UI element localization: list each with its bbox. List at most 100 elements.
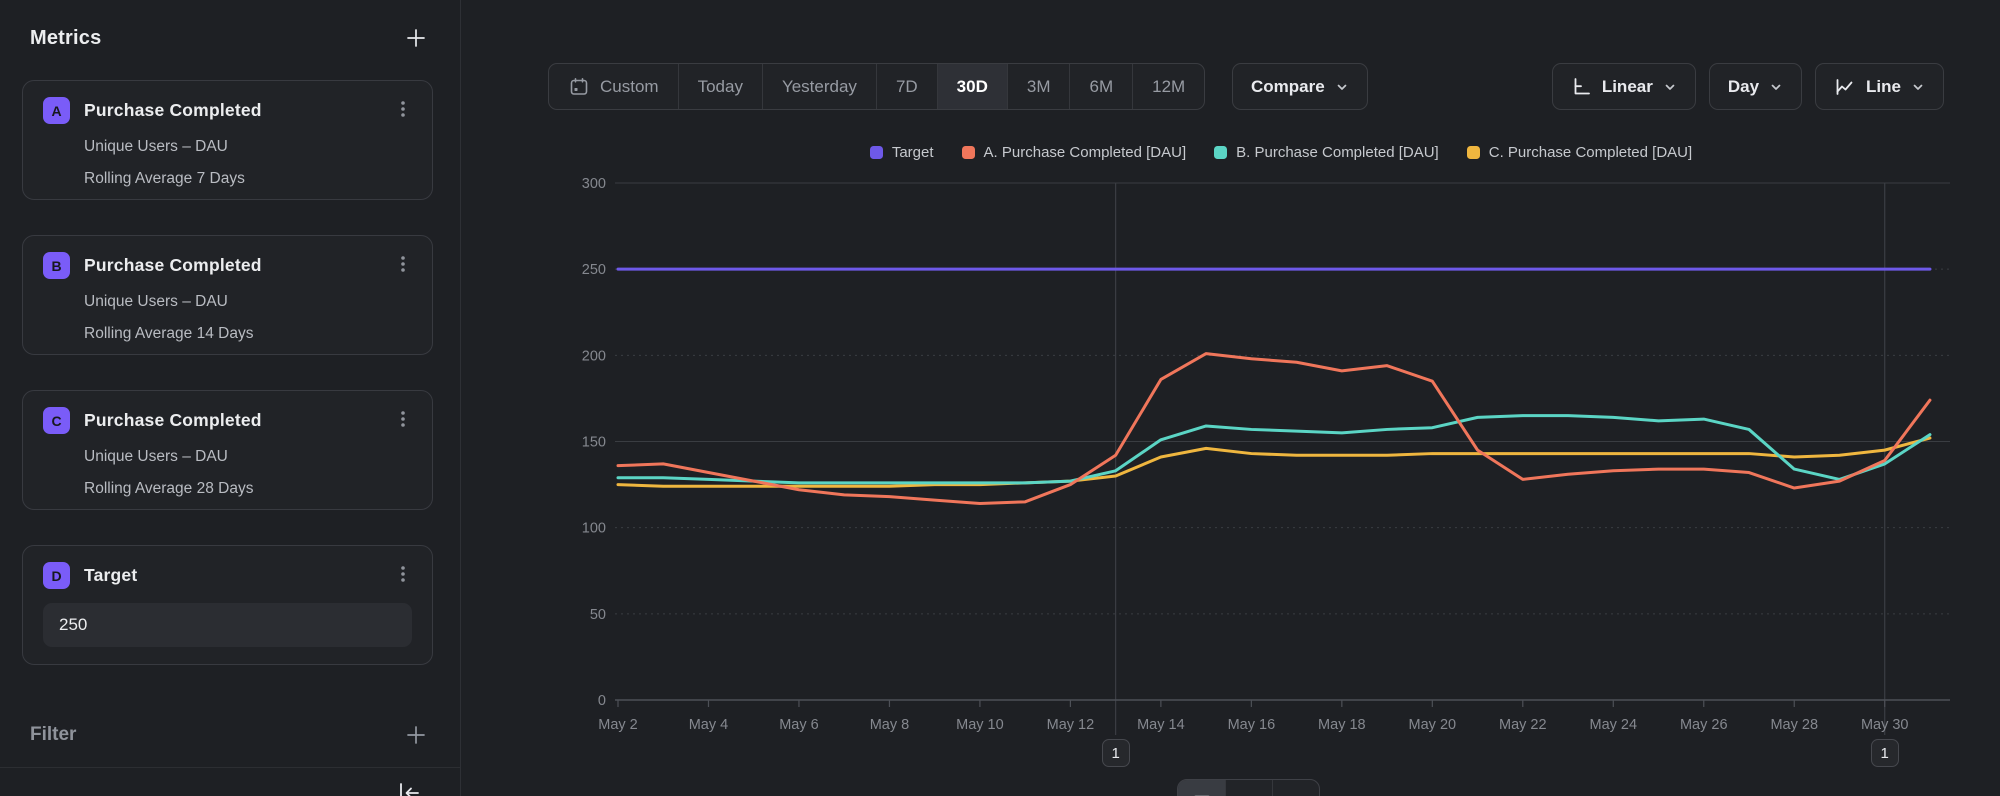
view-toggle-table[interactable] [1225,780,1272,796]
svg-text:May 22: May 22 [1499,717,1547,733]
chevron-down-icon [1771,84,1781,90]
kebab-icon [401,101,405,117]
interval-dropdown[interactable]: Day [1708,63,1803,110]
metric-title: Purchase Completed [84,100,262,120]
view-toggle-control [1177,779,1320,796]
metric-transform: Rolling Average 7 Days [84,170,245,187]
line-chart[interactable]: 0 50 100 150 200 250 300 May 2 May 4 May 6 May 8 Ma… [560,130,1960,796]
chart-settings-cluster: Linear Day Line [1551,63,1944,110]
metric-title: Purchase Completed [84,410,262,430]
metric-transform: Rolling Average 28 Days [84,480,254,497]
chevron-down-icon [1337,84,1347,90]
svg-text:200: 200 [582,348,606,364]
legend-swatch [869,146,883,159]
filter-section-header: Filter [30,721,430,749]
legend-item-c[interactable]: C. Purchase Completed [DAU] [1466,144,1692,161]
legend-swatch [1214,146,1228,159]
chart-legend: Target A. Purchase Completed [DAU] B. Pu… [611,144,1951,161]
metric-badge-d: D [43,562,70,589]
svg-text:100: 100 [582,521,606,537]
scale-dropdown[interactable]: Linear [1551,63,1696,110]
metrics-sidebar: Metrics A Purchase Completed Unique User… [0,0,461,796]
range-30d[interactable]: 30D [936,64,1007,109]
line-chart-icon [1836,78,1853,95]
metric-badge-c: C [43,407,70,434]
svg-text:50: 50 [590,607,606,623]
chart-panel: Custom Today Yesterday 7D 30D 3M 6M 12M … [461,0,2000,796]
legend-swatch [1466,146,1480,159]
metric-badge-a: A [43,97,70,124]
annotation-badge[interactable]: 1 [1101,739,1130,767]
chevron-down-icon [1913,84,1923,90]
svg-text:May 2: May 2 [598,717,638,733]
chart-canvas: 0 50 100 150 200 250 300 May 2 May 4 May 6 May 8 Ma… [582,176,1950,735]
svg-text:150: 150 [582,435,606,451]
add-metric-button[interactable] [402,24,430,52]
range-3m[interactable]: 3M [1006,64,1070,109]
kebab-icon [401,411,405,427]
metric-transform: Rolling Average 14 Days [84,325,254,342]
kebab-icon [401,256,405,272]
range-7d[interactable]: 7D [875,64,937,109]
kebab-icon [401,566,405,582]
svg-text:May 18: May 18 [1318,717,1366,733]
metric-card-c[interactable]: C Purchase Completed Unique Users – DAU … [22,390,433,510]
metric-card-b[interactable]: B Purchase Completed Unique Users – DAU … [22,235,433,355]
filter-title: Filter [30,724,77,745]
metric-measure: Unique Users – DAU [84,448,228,465]
target-value-input[interactable] [43,603,412,647]
svg-text:May 24: May 24 [1589,717,1637,733]
svg-text:0: 0 [598,693,606,709]
svg-text:May 30: May 30 [1861,717,1909,733]
svg-text:May 14: May 14 [1137,717,1185,733]
svg-text:May 26: May 26 [1680,717,1728,733]
range-today[interactable]: Today [677,64,762,109]
metric-title: Purchase Completed [84,255,262,275]
svg-text:May 28: May 28 [1770,717,1818,733]
svg-text:May 16: May 16 [1228,717,1276,733]
svg-text:May 12: May 12 [1047,717,1095,733]
linear-axis-icon [1574,78,1590,95]
compare-dropdown[interactable]: Compare [1232,63,1368,110]
chart-type-dropdown[interactable]: Line [1815,63,1944,110]
metrics-title: Metrics [30,26,102,49]
svg-text:May 20: May 20 [1409,717,1457,733]
svg-text:May 8: May 8 [870,717,910,733]
collapse-sidebar-button[interactable] [394,778,424,796]
chevron-down-icon [1665,84,1675,90]
target-menu-button[interactable] [392,562,414,586]
metric-badge-b: B [43,252,70,279]
target-card[interactable]: D Target [22,545,433,665]
metrics-header: Metrics [30,24,430,52]
svg-text:May 6: May 6 [779,717,819,733]
annotation-badge[interactable]: 1 [1870,739,1899,767]
svg-text:May 10: May 10 [956,717,1004,733]
target-title: Target [84,565,138,585]
add-filter-button[interactable] [402,721,430,749]
legend-item-a[interactable]: A. Purchase Completed [DAU] [961,144,1186,161]
view-toggle-chart[interactable] [1178,780,1225,796]
legend-item-b[interactable]: B. Purchase Completed [DAU] [1214,144,1439,161]
collapse-left-icon [400,783,419,796]
legend-item-target[interactable]: Target [869,144,934,161]
plus-icon [407,29,425,47]
metric-measure: Unique Users – DAU [84,138,228,155]
date-range-control: Custom Today Yesterday 7D 30D 3M 6M 12M [548,63,1206,110]
range-12m[interactable]: 12M [1132,64,1204,109]
metric-card-a[interactable]: A Purchase Completed Unique Users – DAU … [22,80,433,200]
metric-menu-button[interactable] [392,407,414,431]
plus-icon [407,726,425,744]
legend-swatch [961,146,975,159]
view-toggle-breakdown[interactable] [1272,780,1319,796]
svg-text:250: 250 [582,262,606,278]
range-custom[interactable]: Custom [549,64,678,109]
calendar-icon [570,77,588,95]
range-yesterday[interactable]: Yesterday [761,64,876,109]
metric-menu-button[interactable] [392,252,414,276]
sidebar-divider [0,767,460,768]
metric-menu-button[interactable] [392,97,414,121]
metric-measure: Unique Users – DAU [84,293,228,310]
range-6m[interactable]: 6M [1069,64,1132,109]
svg-text:300: 300 [582,176,606,192]
